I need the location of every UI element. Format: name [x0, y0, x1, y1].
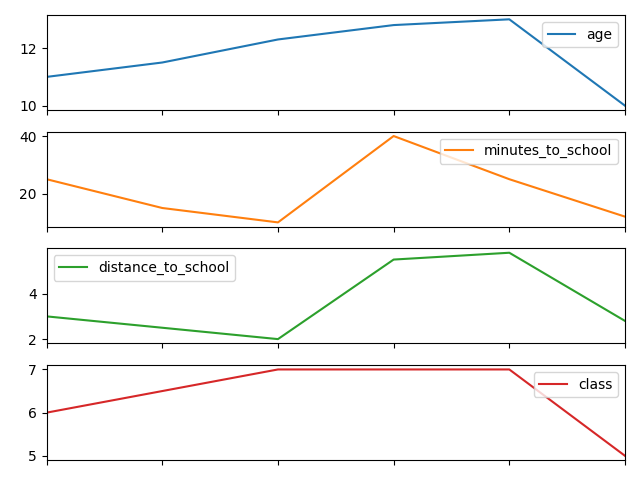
Legend: age: age [542, 22, 618, 47]
Legend: minutes_to_school: minutes_to_school [440, 139, 618, 164]
Legend: class: class [534, 372, 618, 397]
Legend: distance_to_school: distance_to_school [54, 255, 235, 281]
